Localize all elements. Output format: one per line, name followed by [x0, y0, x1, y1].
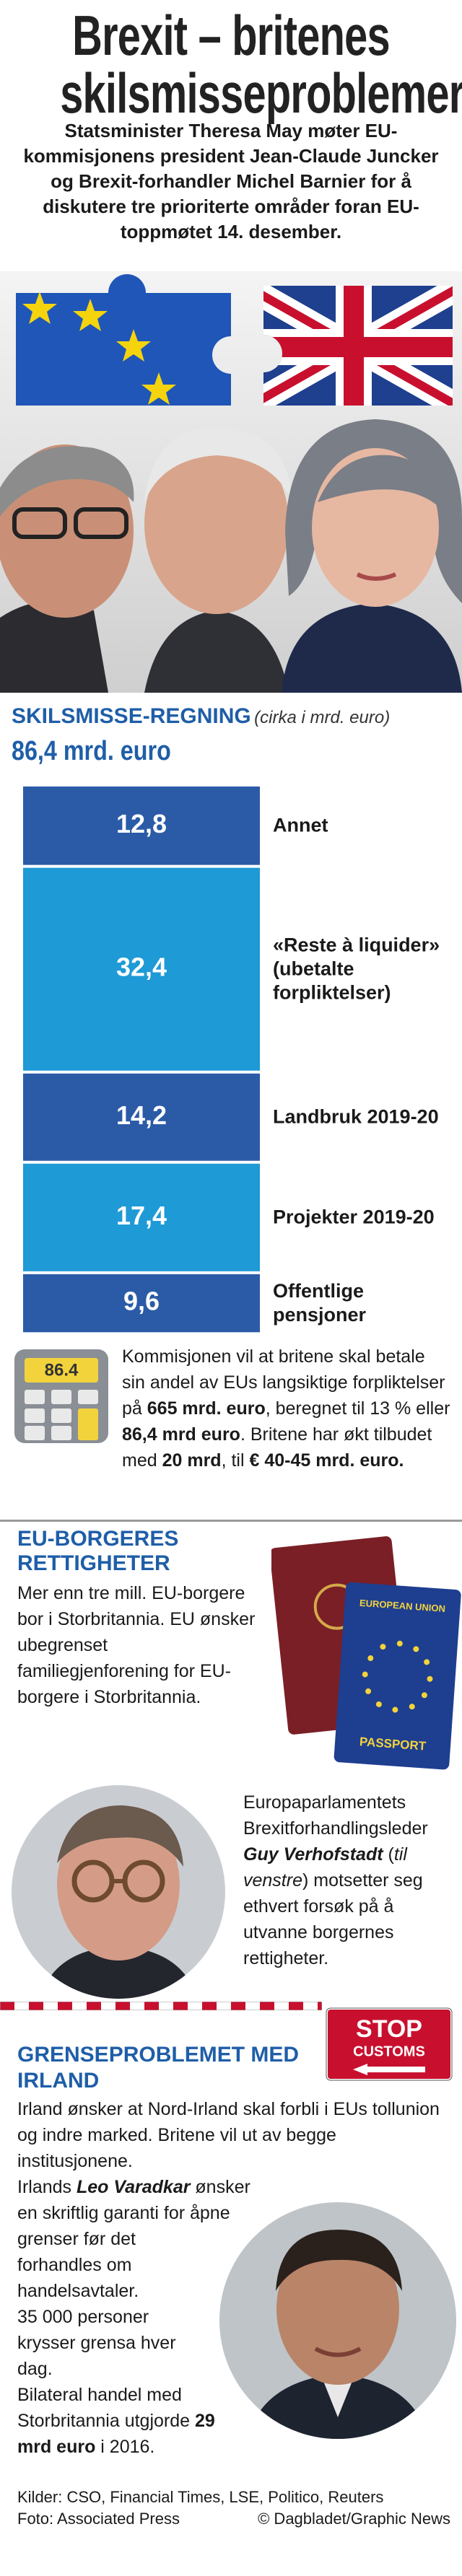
- value-label: 12,8: [116, 809, 167, 838]
- category-label: Landbruk 2019-20: [273, 1105, 439, 1128]
- photo-montage: [0, 271, 462, 693]
- sign-text: CUSTOMS: [353, 2043, 425, 2059]
- bar-segment: [23, 867, 260, 1071]
- border-intro: Irland ønsker at Nord-Irland skal forbli…: [17, 2099, 440, 2171]
- portrait-barnier: [144, 426, 292, 693]
- text-run: i 2016.: [95, 2437, 155, 2457]
- verhofstadt-caption: Europaparlamentets Brexitforhandlingsled…: [243, 1789, 453, 1971]
- calculator-keys: [25, 1390, 98, 1440]
- bar-segment: [23, 1163, 260, 1271]
- text-run: (: [383, 1844, 394, 1865]
- category-label: Projekter 2019-20: [273, 1206, 435, 1228]
- value-label: 9,6: [123, 1287, 160, 1316]
- sign-arrow: [353, 2064, 425, 2075]
- customs-sign: STOP CUSTOMS: [325, 2007, 453, 2082]
- bar-segment: [23, 787, 260, 865]
- text-run: € 40-45 mrd. euro.: [249, 1450, 404, 1471]
- citizens-title: EU-BORGERES RETTIGHETER: [17, 1527, 179, 1575]
- bill-text: Kommisjonen vil at britene skal betale s…: [122, 1346, 450, 1471]
- chart-title: SKILSMISSE-REGNING: [12, 704, 251, 728]
- photo-credit: Foto: Associated Press: [17, 2510, 180, 2528]
- text-run: 20 mrd: [162, 1450, 222, 1471]
- text-run: 35 000 personer krysser grensa hver dag.: [17, 2307, 176, 2379]
- portrait-may: [282, 419, 462, 693]
- chart-subtitle: (cirka i mrd. euro): [254, 708, 391, 727]
- bill-note: Kommisjonen vil at britene skal betale s…: [10, 1344, 452, 1473]
- text-run: ønsker en skriftlig garanti for åpne gre…: [17, 2177, 250, 2301]
- category-label: «Reste à liquider» (ubetalte forpliktels…: [273, 934, 440, 1004]
- text-run: Guy Verhofstadt: [243, 1844, 383, 1865]
- value-label: 17,4: [116, 1201, 167, 1230]
- calculator-display: 86.4: [45, 1360, 79, 1380]
- text-run: Irlands: [17, 2177, 77, 2197]
- bar-segment: [23, 1073, 260, 1161]
- eu-passport: [334, 1582, 461, 1770]
- text-run: 86,4 mrd euro: [122, 1424, 240, 1445]
- portrait-juncker: [0, 444, 134, 693]
- category-label: Offentlige pensjoner: [273, 1280, 367, 1326]
- chart-heading: SKILSMISSE-REGNING (cirka i mrd. euro): [12, 704, 390, 730]
- paragraph: 35 000 personer krysser grensa hver dag.: [17, 2304, 455, 2382]
- portrait-varadkar: [219, 2202, 456, 2439]
- text-run: 29 mrd euro: [17, 2411, 215, 2457]
- bar-segment: [23, 1274, 260, 1333]
- icon-spacer: [10, 1344, 122, 1452]
- border-barrier: [0, 2002, 322, 2010]
- border-title: GRENSEPROBLEMET MED IRLAND: [17, 2043, 300, 2093]
- photo-spacer: [202, 2201, 440, 2439]
- citizens-text: Mer enn tre mill. EU-borgere bor i Storb…: [17, 1583, 256, 1707]
- border-paragraphs: Irlands Leo Varadkar ønsker en skriftlig…: [17, 2174, 455, 2460]
- passport-stars: [362, 1640, 433, 1713]
- passports: EUROPEAN UNION PASSPORT: [271, 1536, 461, 1770]
- paragraph: Bilateral handel med Storbritannia utgjo…: [17, 2382, 455, 2460]
- text-run: Leo Varadkar: [76, 2177, 191, 2197]
- text-run: 665 mrd. euro: [147, 1398, 266, 1419]
- intro-text: Statsminister Theresa May møter EU-kommi…: [23, 120, 439, 242]
- footer-row: Foto: Associated Press © Dagbladet/Graph…: [17, 2508, 450, 2530]
- eu-stars: [22, 292, 176, 405]
- text-run: ) motsetter seg ethvert forsøk på å utva…: [243, 1870, 423, 1968]
- calculator-icon: 86.4: [14, 1349, 108, 1443]
- paragraph: Irlands Leo Varadkar ønsker en skriftlig…: [17, 2174, 455, 2304]
- text-run: Europaparlamentets Brexitforhandlingsled…: [243, 1792, 428, 1839]
- value-label: 14,2: [116, 1100, 167, 1130]
- border-text: Irlands Leo Varadkar ønsker en skriftlig…: [17, 2174, 455, 2460]
- portrait-verhofstadt: [12, 1785, 225, 1999]
- sources: Kilder: CSO, Financial Times, LSE, Polit…: [17, 2488, 384, 2506]
- sign-text: STOP: [356, 2015, 422, 2043]
- title-line: Brexit – britenes: [72, 4, 390, 67]
- calculator-screen: [25, 1358, 98, 1383]
- text-run: , til: [221, 1450, 250, 1471]
- category-label: Annet: [273, 814, 328, 836]
- stacked-bar: 12,8 32,4 14,2 17,4 9,6: [23, 787, 260, 1333]
- chart-total: 86,4 mrd. euro: [12, 736, 171, 766]
- text-run: Bilateral handel med Storbritannia utgjo…: [17, 2385, 195, 2431]
- footer: Kilder: CSO, Financial Times, LSE, Polit…: [17, 2487, 450, 2530]
- eu-puzzle: [16, 274, 231, 406]
- text-run: til venstre: [243, 1844, 407, 1891]
- value-label: 32,4: [116, 952, 167, 982]
- uk-puzzle: [263, 286, 453, 406]
- divider: [0, 1520, 462, 1522]
- title-line: skilsmisseproblemer: [60, 61, 462, 125]
- text-run: Kommisjonen vil at britene skal betale s…: [122, 1346, 445, 1419]
- credit: © Dagbladet/Graphic News: [258, 2510, 450, 2528]
- text-run: . Britene har økt tilbudet med: [122, 1424, 432, 1471]
- text-run: , beregnet til 13 % eller: [265, 1398, 450, 1419]
